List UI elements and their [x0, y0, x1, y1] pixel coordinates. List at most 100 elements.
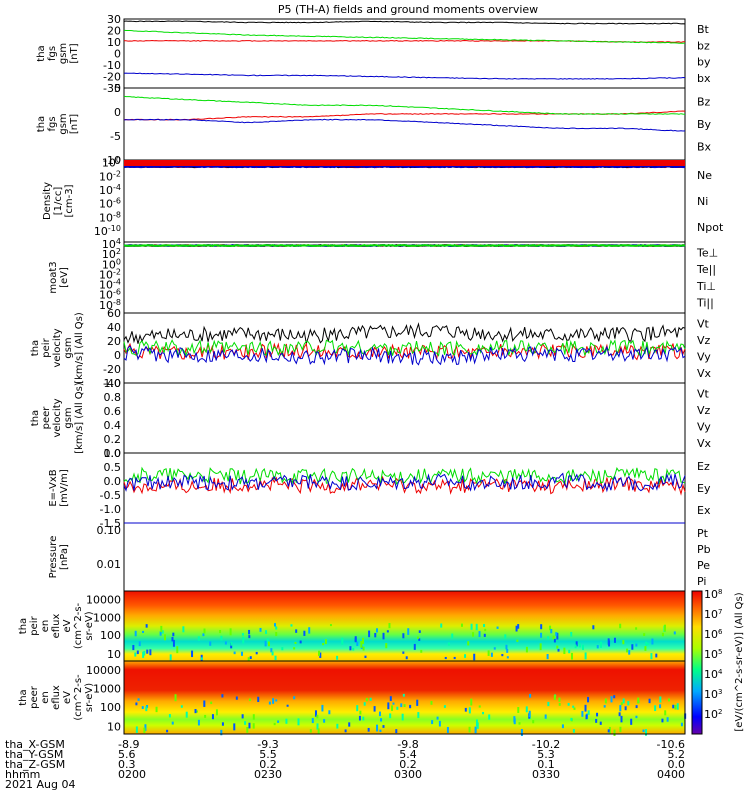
y-tick-label: 0.10 — [97, 524, 122, 537]
heatmap-speckle — [572, 729, 575, 733]
heatmap-speckle — [137, 698, 140, 701]
footer-x: -10.6 — [657, 738, 685, 751]
heatmap-speckle — [329, 624, 332, 627]
heatmap-speckle — [299, 640, 302, 644]
footer-y: 5.6 — [118, 748, 136, 761]
chart-title: P5 (TH-A) fields and ground moments over… — [278, 3, 538, 16]
heatmap-speckle — [364, 655, 367, 659]
heatmap-speckle — [294, 641, 297, 644]
heatmap-speckle — [413, 643, 416, 650]
heatmap-speckle — [348, 722, 351, 727]
density-bar — [124, 160, 685, 166]
heatmap-speckle — [363, 702, 366, 706]
heatmap-speckle — [171, 721, 174, 725]
y-tick-label: -20 — [103, 363, 121, 376]
heatmap-speckle — [318, 650, 321, 656]
y-axis-label: fgs — [47, 116, 58, 131]
heatmap-speckle — [233, 723, 236, 731]
y-axis-label: tha — [18, 618, 29, 634]
heatmap-speckle — [573, 707, 576, 710]
heatmap-speckle — [295, 629, 298, 633]
y-tick-label: 0.8 — [104, 391, 122, 404]
heatmap-speckle — [356, 705, 359, 712]
y-tick-label: 10-2 — [99, 169, 121, 183]
heatmap-speckle — [369, 697, 372, 701]
y-tick-label: -30 — [103, 82, 121, 95]
heatmap-speckle — [651, 638, 654, 645]
y-axis-label: eflux — [51, 614, 62, 639]
y-axis-label: peer — [41, 406, 52, 430]
y-axis-label: gsm — [63, 337, 74, 358]
heatmap-speckle — [664, 710, 667, 716]
heatmap-speckle — [138, 641, 141, 647]
heatmap-speckle — [172, 639, 175, 647]
heatmap-speckle — [635, 627, 638, 630]
heatmap-speckle — [672, 704, 675, 709]
heatmap-speckle — [386, 630, 389, 633]
y-tick-label: 102 — [102, 247, 121, 261]
heatmap-speckle — [680, 722, 683, 727]
y-tick-label: 10-8 — [99, 210, 121, 224]
heatmap-speckle — [673, 631, 676, 635]
y-tick-label: 1.0 — [104, 377, 122, 390]
heatmap-speckle — [402, 693, 405, 697]
heatmap-speckle — [136, 650, 139, 655]
heatmap-speckle — [467, 641, 470, 646]
y-axis-label: tha — [36, 45, 47, 61]
heatmap-speckle — [416, 699, 419, 706]
heatmap-speckle — [587, 710, 590, 715]
y-tick-label: 30 — [107, 13, 121, 26]
heatmap-speckle — [203, 628, 206, 634]
heatmap-speckle — [382, 632, 385, 640]
heatmap-speckle — [203, 700, 206, 707]
heatmap-speckle — [596, 645, 599, 649]
heatmap-speckle — [599, 721, 602, 725]
footer-y: 5.4 — [399, 748, 417, 761]
heatmap-speckle — [185, 711, 188, 718]
y-tick-label: -0.5 — [100, 489, 121, 502]
heatmap-speckle — [311, 718, 314, 724]
colorbar — [691, 590, 703, 735]
heatmap-speckle — [362, 716, 365, 721]
y-tick-label: 0 — [114, 48, 121, 61]
heatmap-speckle — [654, 705, 657, 712]
heatmap-speckle — [624, 706, 627, 711]
y-tick-label: -1.5 — [100, 517, 121, 530]
y-tick-label: 0.6 — [104, 405, 122, 418]
heatmap-speckle — [549, 625, 552, 631]
heatmap-speckle — [146, 649, 149, 654]
heatmap-speckle — [643, 633, 646, 636]
heatmap-speckle — [387, 702, 390, 710]
heatmap-speckle — [197, 719, 200, 726]
heatmap-speckle — [273, 722, 276, 726]
heatmap-speckle — [328, 710, 331, 715]
legend-Ez: Ez — [697, 460, 710, 473]
heatmap-speckle — [444, 656, 447, 660]
legend-Ni: Ni — [697, 195, 708, 208]
heatmap-speckle — [395, 729, 398, 734]
colorbar-tick: 103 — [704, 688, 722, 701]
heatmap-speckle — [142, 630, 145, 633]
heatmap-speckle — [506, 656, 509, 659]
heatmap-speckle — [528, 710, 531, 718]
y-tick-label: 104 — [102, 237, 121, 251]
heatmap-speckle — [473, 653, 476, 661]
panel-frame-3 — [123, 241, 686, 314]
heatmap-speckle — [204, 714, 207, 718]
heatmap-speckle — [626, 648, 629, 653]
heatmap-speckle — [388, 622, 391, 629]
heatmap-speckle — [252, 714, 255, 720]
heatmap-speckle — [599, 641, 602, 648]
series-line-Vx — [123, 345, 686, 366]
legend-Vy: Vy — [697, 420, 711, 433]
heatmap-speckle — [475, 719, 478, 727]
heatmap-speckle — [380, 718, 383, 722]
y-tick-label: 10 — [107, 648, 121, 661]
heatmap-speckle — [567, 702, 570, 706]
heatmap-speckle — [265, 630, 268, 635]
y-tick-label: 20 — [107, 335, 121, 348]
heatmap-speckle — [667, 698, 670, 702]
y-axis-label: [km/s] (All Qs) — [74, 382, 85, 454]
heatmap-speckle — [266, 638, 269, 644]
panel-frame-0 — [123, 18, 686, 89]
